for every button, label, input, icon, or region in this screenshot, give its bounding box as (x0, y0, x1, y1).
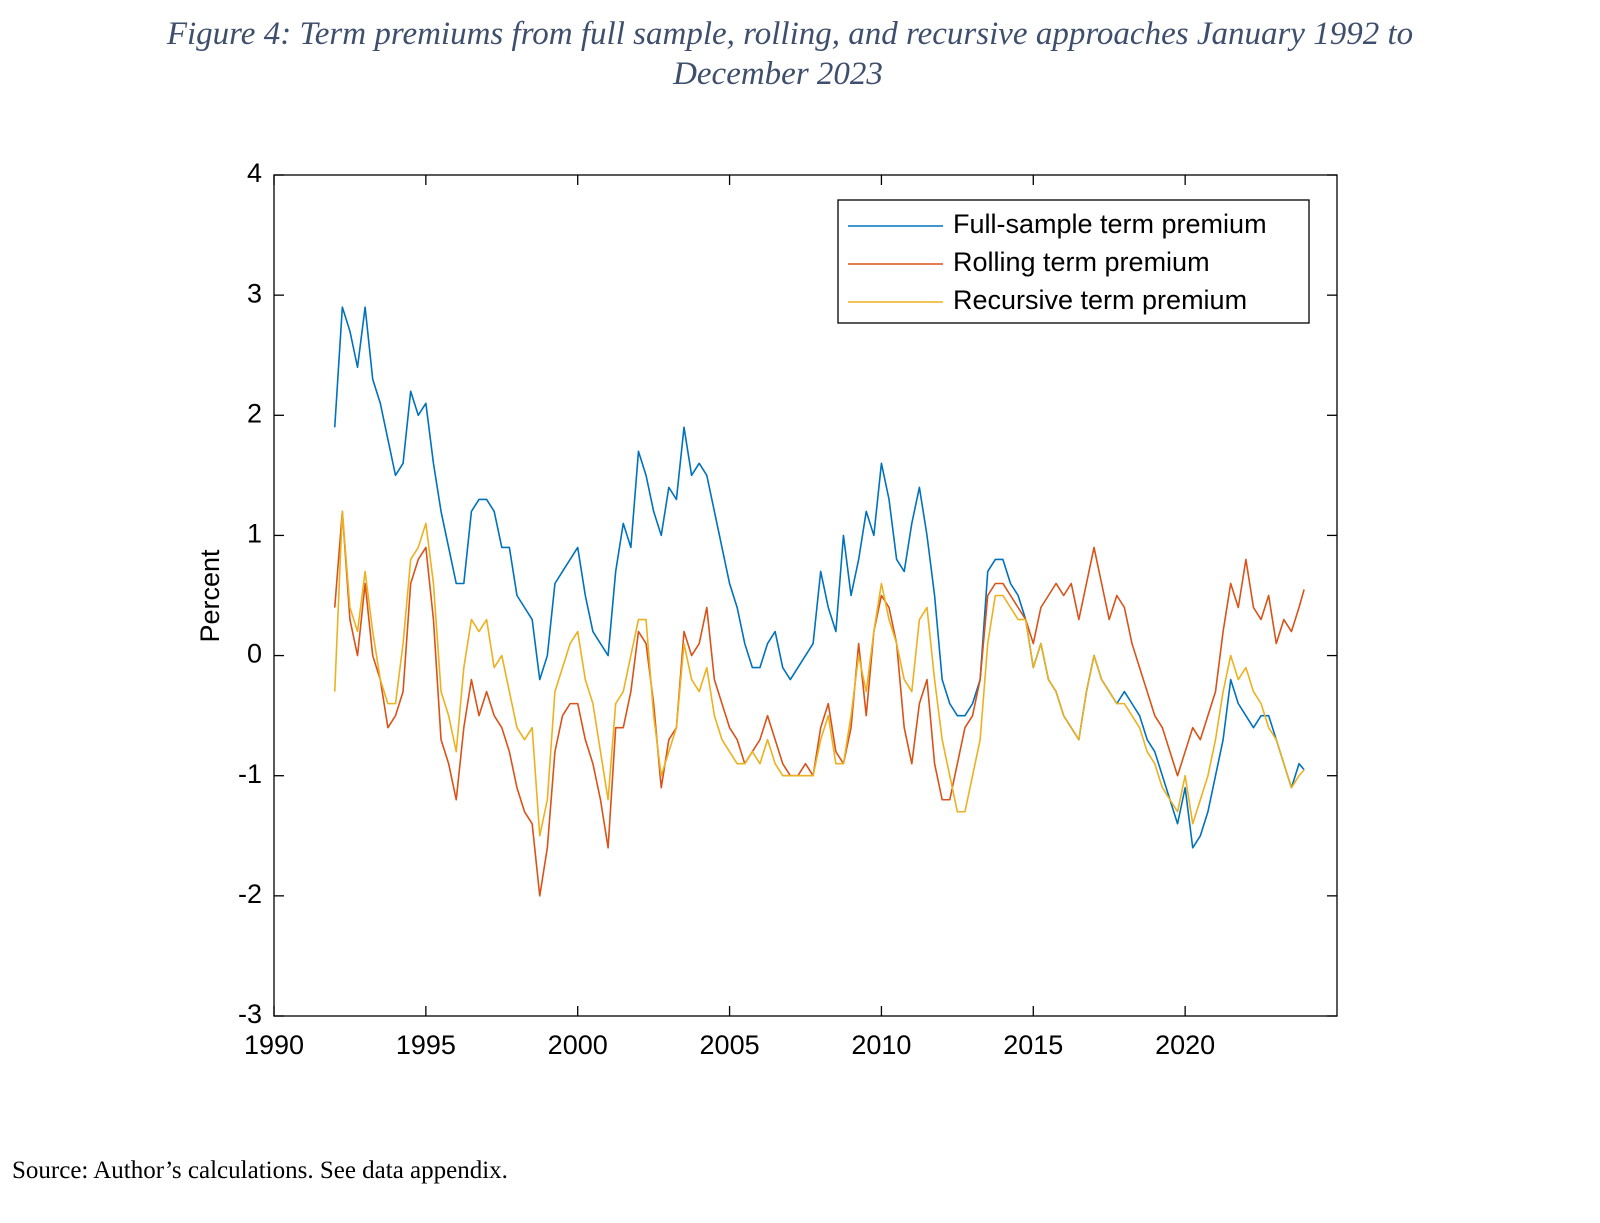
legend-label: Recursive term premium (953, 285, 1247, 315)
y-tick-label: 0 (247, 639, 262, 669)
series-line (333, 510, 1305, 837)
y-axis-label: Percent (195, 549, 225, 643)
legend-label: Full-sample term premium (953, 209, 1267, 239)
x-tick-label: 2010 (851, 1030, 911, 1060)
x-tick-label: 2015 (1003, 1030, 1063, 1060)
series-line (333, 306, 1305, 849)
series-line (333, 510, 1305, 897)
x-tick-label: 2005 (700, 1030, 760, 1060)
legend: Full-sample term premium Rolling term pre… (837, 199, 1310, 324)
y-tick-label: 4 (247, 158, 262, 188)
y-tick-label: -1 (238, 759, 262, 789)
y-tick-label: -2 (238, 879, 262, 909)
axes: Percent -3 -2 -1 0 1 2 3 4 1990 1995 2000 2005 2010 2… (195, 158, 1338, 1060)
title-line: December 2023 (672, 56, 883, 92)
y-tick-label: -3 (238, 999, 262, 1029)
source-note: Source: Author’s calculations. See data … (12, 1157, 508, 1184)
x-tick-label: 2000 (548, 1030, 608, 1060)
legend-label: Rolling term premium (953, 247, 1210, 277)
y-tick-label: 1 (247, 519, 262, 549)
title-line: Figure 4: Term premiums from full sample… (166, 16, 1413, 52)
chart-title: Figure 4: Term premiums from full sample… (166, 16, 1413, 92)
x-tick-label: 2020 (1155, 1030, 1215, 1060)
y-tick-label: 3 (247, 278, 262, 308)
x-tick-label: 1990 (244, 1030, 304, 1060)
x-tick-label: 1995 (396, 1030, 456, 1060)
y-tick-label: 2 (247, 398, 262, 428)
